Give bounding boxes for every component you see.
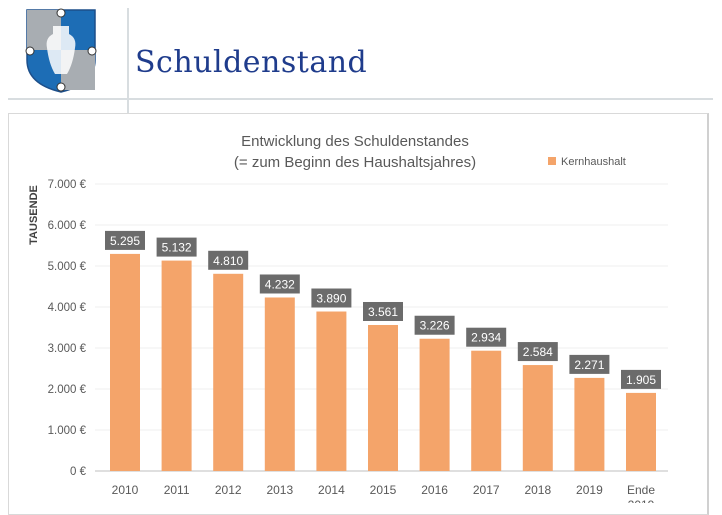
y-tick-label: 1.000 € (48, 425, 87, 437)
x-tick-label: 2016 (421, 483, 448, 497)
bar (471, 350, 502, 471)
header-divider-horizontal (8, 98, 713, 100)
page-title: Schuldenstand (135, 45, 368, 80)
bar (316, 311, 347, 471)
y-tick-label: 0 € (70, 466, 87, 478)
bar (110, 253, 140, 471)
y-tick-label: 2.000 € (48, 384, 87, 396)
data-label-box (311, 288, 352, 308)
bar (161, 260, 192, 471)
y-tick-label: 4.000 € (48, 302, 87, 314)
bar (368, 324, 398, 471)
bar (626, 392, 656, 471)
chart-title: Entwicklung des Schuldenstandes (241, 133, 469, 150)
data-label: 3.561 (368, 305, 398, 319)
legend-swatch (548, 157, 556, 165)
bar (522, 365, 553, 471)
data-label: 2.271 (574, 358, 604, 372)
data-label-box (517, 342, 558, 362)
x-tick-label: 2014 (318, 483, 345, 497)
y-axis-title: TAUSENDE (28, 185, 40, 245)
data-label-box (156, 237, 197, 257)
x-tick-label: 2019 (576, 483, 603, 497)
data-label-box (569, 354, 610, 374)
bar (419, 338, 450, 471)
x-tick-label: 2010 (112, 483, 139, 497)
x-tick-label: Ende (627, 483, 655, 497)
data-label-box (466, 327, 507, 347)
data-label-box (414, 315, 455, 335)
data-label: 4.232 (265, 277, 295, 291)
y-tick-label: 3.000 € (48, 343, 87, 355)
y-tick-label: 6.000 € (48, 220, 87, 232)
data-label: 3.890 (316, 292, 346, 306)
bar (264, 297, 295, 471)
bar (213, 273, 244, 471)
y-tick-label: 7.000 € (48, 179, 87, 191)
x-tick-label: 2018 (524, 483, 551, 497)
data-label-box (621, 369, 661, 389)
chart-subtitle: (= zum Beginn des Haushaltsjahres) (234, 154, 476, 171)
y-tick-label: 5.000 € (48, 261, 87, 273)
data-label: 1.905 (626, 373, 656, 387)
x-tick-label: 2019 (628, 498, 655, 503)
data-label: 4.810 (213, 254, 243, 268)
data-label-box (105, 230, 145, 250)
legend-label: Kernhaushalt (561, 156, 626, 168)
data-label: 5.295 (110, 234, 140, 248)
x-tick-label: 2013 (266, 483, 293, 497)
bar (574, 377, 605, 471)
data-label: 3.226 (420, 319, 450, 333)
data-label-box (259, 274, 300, 294)
data-label-box (208, 250, 249, 270)
x-tick-label: 2015 (370, 483, 397, 497)
data-label-box (363, 301, 403, 321)
x-tick-label: 2017 (473, 483, 500, 497)
header-divider-vertical (127, 8, 129, 113)
bar-chart: Entwicklung des Schuldenstandes (= zum Be… (28, 133, 668, 503)
data-label: 5.132 (162, 241, 192, 255)
x-tick-label: 2011 (164, 483, 190, 497)
coat-of-arms-logo (25, 8, 97, 93)
x-tick-label: 2012 (215, 483, 242, 497)
data-label: 2.934 (471, 331, 501, 345)
data-label: 2.584 (523, 345, 553, 359)
